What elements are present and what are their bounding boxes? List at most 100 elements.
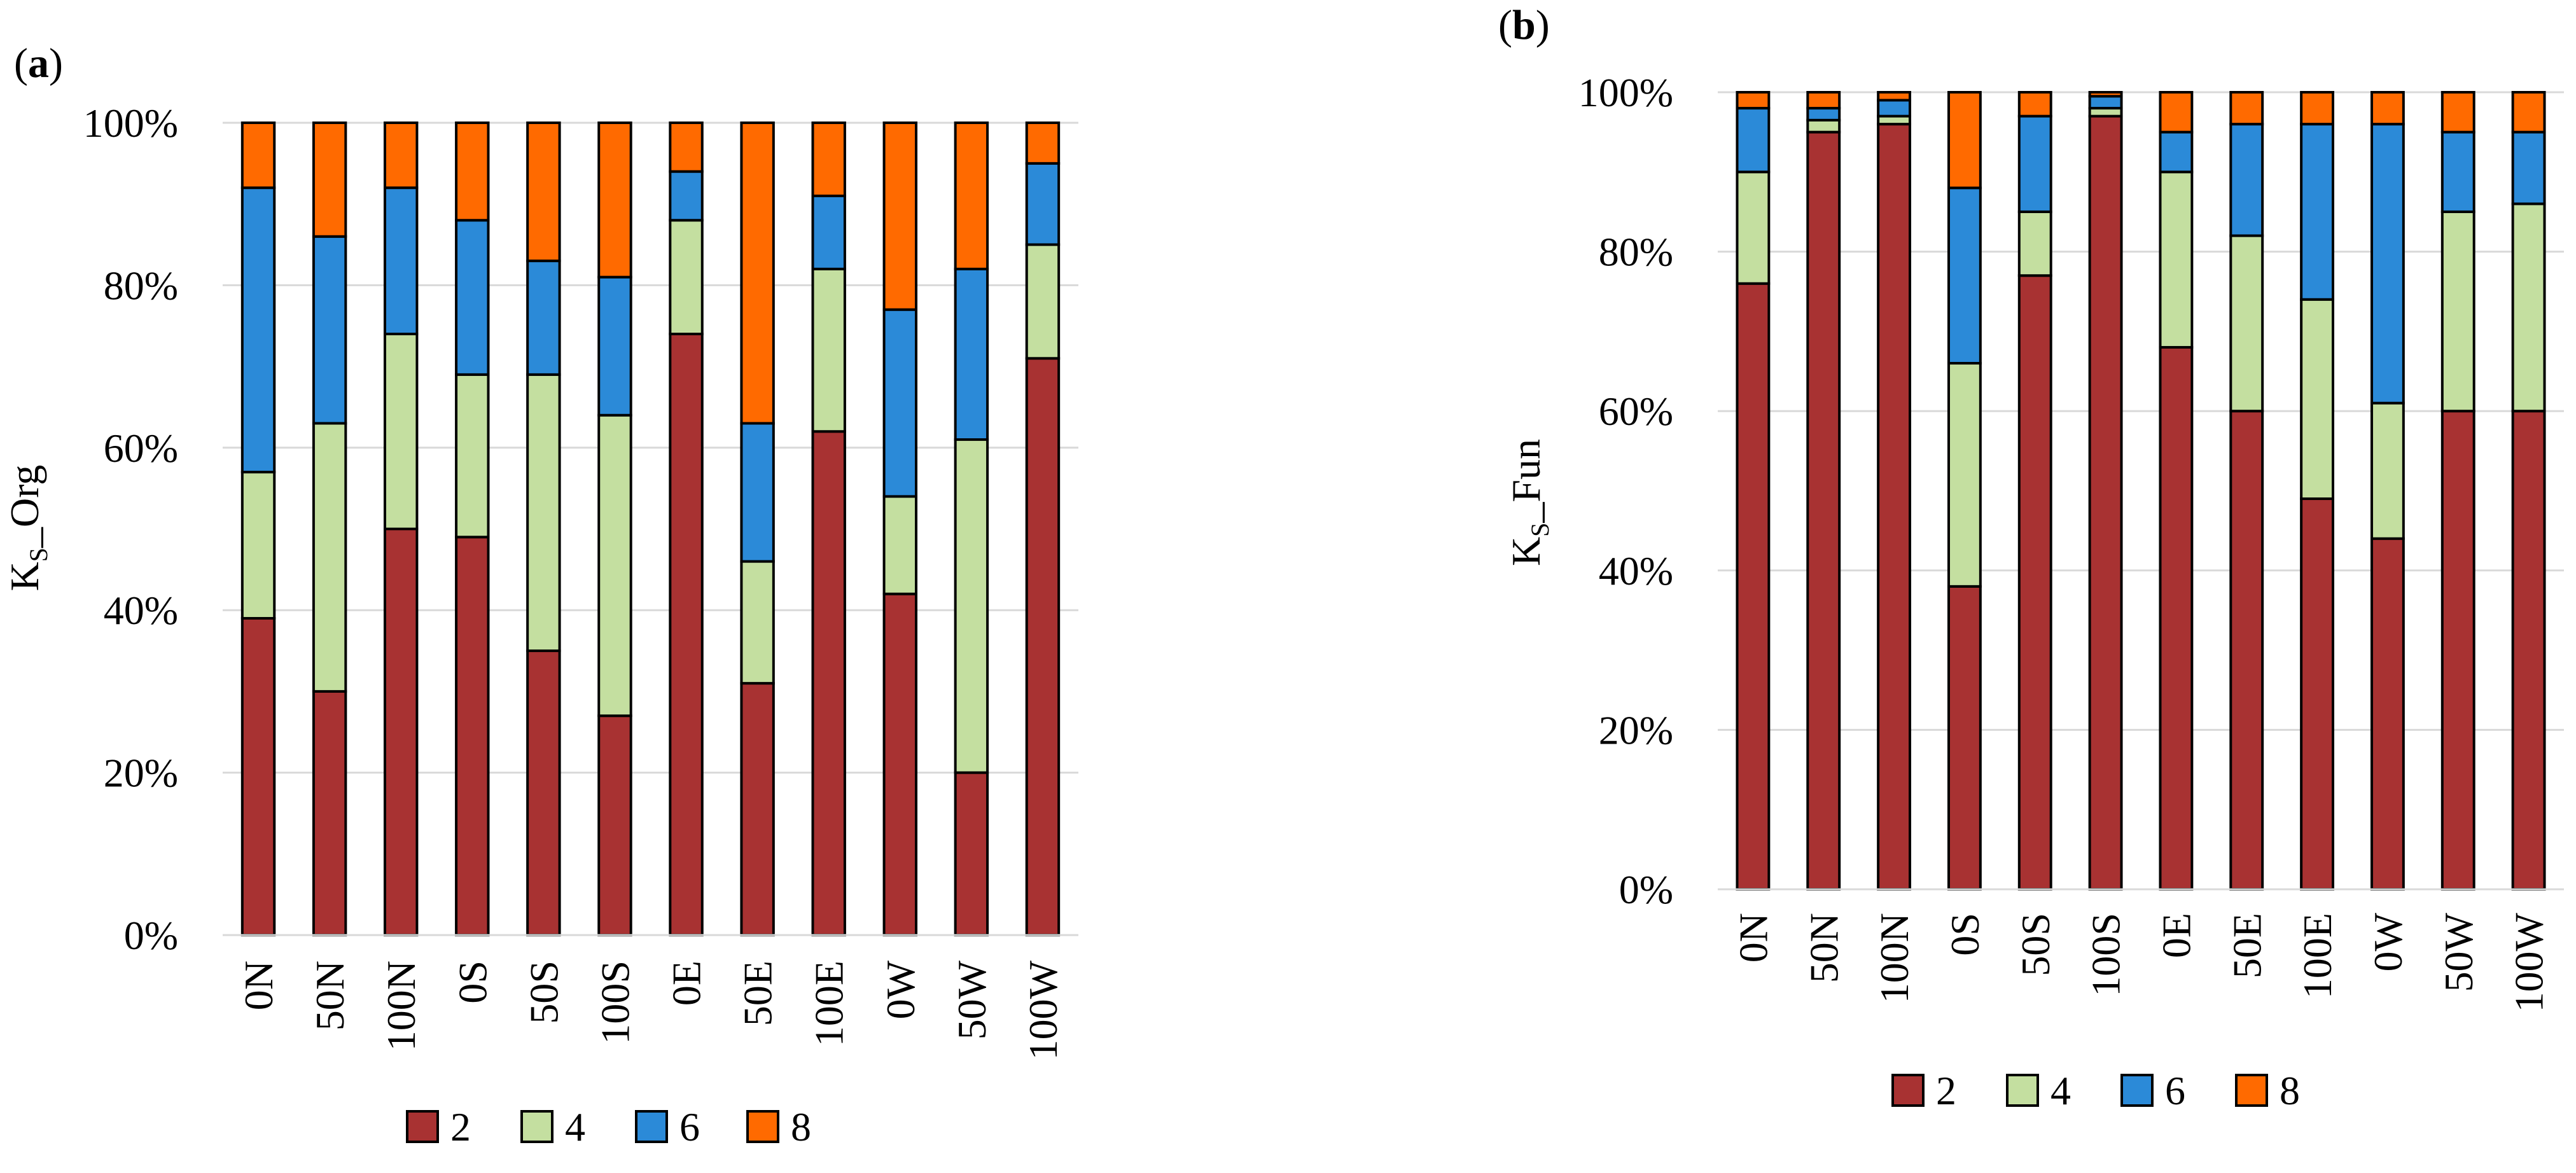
- bar-segment-2: [2370, 537, 2405, 891]
- x-tick-label: 100N: [1872, 913, 1917, 1003]
- x-tick-label: 0N: [1730, 913, 1776, 962]
- bar-segment-2: [2511, 410, 2546, 891]
- bar-segment-6: [954, 267, 989, 441]
- y-tick-label: 40%: [104, 588, 178, 633]
- x-tick-label: 0E: [664, 961, 709, 1006]
- y-axis-title: KS_Fun: [1503, 439, 1554, 566]
- legend-swatch-8: [2235, 1074, 2268, 1107]
- bar-segment-6: [2370, 123, 2405, 405]
- bar-segment-4: [740, 560, 775, 685]
- bar-segment-4: [1947, 362, 1982, 588]
- bar-segment-8: [1806, 91, 1841, 110]
- y-tick-label: 40%: [1599, 548, 1673, 593]
- bar-segment-2: [954, 771, 989, 936]
- x-tick-label: 100W: [1020, 960, 1066, 1060]
- legend-swatch-4: [520, 1110, 553, 1143]
- bar-segment-6: [1877, 99, 1912, 118]
- bar-segment-8: [526, 121, 561, 263]
- bar-segment-2: [2159, 345, 2194, 891]
- bar-segment-6: [669, 170, 704, 222]
- x-tick-label: 100S: [592, 961, 637, 1045]
- bar-segment-2: [1947, 585, 1982, 891]
- y-tick-label: 60%: [1599, 389, 1673, 434]
- x-tick-label: 0S: [1942, 913, 1988, 956]
- bar-segment-2: [1736, 282, 1771, 891]
- y-tick-label: 60%: [104, 426, 178, 471]
- bar-segment-6: [2088, 95, 2123, 110]
- bar-segment-2: [2017, 274, 2052, 891]
- bar-segment-8: [2511, 91, 2546, 134]
- y-tick-label: 100%: [83, 101, 178, 146]
- x-tick-label: 100E: [2295, 913, 2340, 999]
- bar-segment-8: [2017, 91, 2052, 118]
- bar-segment-4: [2370, 401, 2405, 540]
- legend-label-6: 6: [679, 1104, 700, 1149]
- x-tick-label: 0N: [236, 961, 281, 1010]
- bar-segment-6: [2017, 115, 2052, 213]
- bar-segment-6: [811, 194, 846, 270]
- legend-label-4: 4: [2050, 1068, 2071, 1113]
- bar-segment-8: [669, 121, 704, 173]
- x-tick-label: 100N: [379, 961, 424, 1051]
- legend-swatch-2: [1891, 1074, 1925, 1107]
- bar-segment-4: [312, 422, 347, 693]
- legend-label-2: 2: [450, 1104, 471, 1149]
- bar-segment-4: [669, 219, 704, 336]
- bar-segment-4: [1736, 170, 1771, 285]
- bar-segment-6: [383, 186, 419, 336]
- x-tick-label: 50N: [1801, 913, 1846, 983]
- bar-segment-2: [882, 592, 918, 936]
- x-tick-label: 50W: [949, 960, 994, 1039]
- bar-segment-4: [1806, 118, 1841, 134]
- y-axis-title: KS_Org: [2, 465, 53, 592]
- bar-segment-2: [597, 714, 632, 936]
- bar-segment-8: [1736, 91, 1771, 110]
- x-tick-label: 0S: [450, 961, 495, 1004]
- bar-segment-8: [2440, 91, 2475, 134]
- bar-segment-8: [597, 121, 632, 279]
- bar-segment-4: [882, 495, 918, 595]
- bar-segment-2: [1877, 123, 1912, 891]
- legend-label-2: 2: [1936, 1068, 1956, 1113]
- bar-segment-6: [2300, 123, 2335, 301]
- bar-segment-4: [2511, 202, 2546, 413]
- bar-segment-2: [240, 616, 276, 936]
- panel-label-a: (a): [14, 40, 63, 87]
- legend-swatch-4: [2006, 1074, 2039, 1107]
- bar-segment-4: [2440, 210, 2475, 413]
- bar-segment-2: [2229, 410, 2264, 891]
- legend-label-4: 4: [565, 1104, 585, 1149]
- bar-segment-4: [1025, 243, 1061, 360]
- bar-segment-8: [383, 121, 419, 190]
- bar-segment-2: [2088, 115, 2123, 891]
- bar-segment-4: [811, 267, 846, 433]
- bar-segment-8: [455, 121, 490, 222]
- x-tick-label: 50E: [735, 961, 781, 1026]
- x-tick-label: 50S: [521, 961, 566, 1024]
- legend-label-8: 8: [791, 1104, 811, 1149]
- bar-segment-8: [954, 121, 989, 270]
- legend-swatch-6: [635, 1110, 668, 1143]
- bar-segment-6: [455, 219, 490, 376]
- bar-segment-4: [2159, 170, 2194, 349]
- bar-segment-6: [240, 186, 276, 474]
- x-tick-label: 50N: [307, 961, 352, 1031]
- bar-segment-8: [2370, 91, 2405, 126]
- bar-segment-6: [740, 422, 775, 563]
- legend-swatch-8: [746, 1110, 779, 1143]
- bar-segment-4: [597, 413, 632, 718]
- bar-segment-2: [669, 333, 704, 936]
- bar-segment-8: [1877, 91, 1912, 102]
- y-tick-label: 100%: [1578, 70, 1673, 115]
- x-tick-label: 100W: [2507, 912, 2552, 1012]
- x-tick-label: 50S: [2013, 913, 2058, 976]
- legend-label-8: 8: [2280, 1068, 2300, 1113]
- x-tick-label: 50W: [2436, 912, 2481, 992]
- bar-segment-6: [882, 308, 918, 498]
- bar-segment-8: [312, 121, 347, 238]
- bar-segment-8: [2088, 91, 2123, 98]
- y-tick-label: 20%: [1599, 707, 1673, 753]
- bar-segment-8: [882, 121, 918, 311]
